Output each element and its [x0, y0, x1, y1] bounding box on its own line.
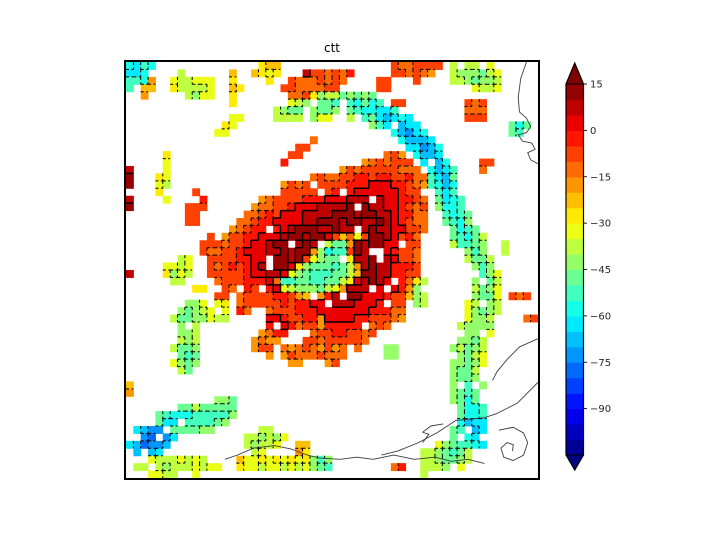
colorbar-band: [566, 377, 584, 394]
axes-frame: [124, 60, 540, 480]
colorbar-band: [566, 207, 584, 224]
colorbar-band: [566, 346, 584, 363]
colorbar-band: [566, 284, 584, 302]
colorbar-band: [566, 439, 584, 456]
colorbar-extend-min-arrow: [566, 455, 584, 470]
colorbar-band: [566, 300, 584, 317]
colorbar-band: [566, 238, 584, 255]
colorbar: 15 0 −15 −30 −45 −60 −75 −90: [565, 61, 611, 472]
colorbar-tick-label: −90: [590, 404, 611, 415]
colorbar-band: [566, 114, 584, 131]
colorbar-tick-label: −30: [590, 219, 611, 230]
colorbar-tick-label: −75: [590, 358, 611, 369]
colorbar-band: [566, 254, 584, 271]
colorbar-band: [566, 393, 584, 410]
colorbar-band: [566, 130, 584, 147]
colorbar-band: [566, 176, 584, 193]
colorbar-band: [566, 84, 584, 101]
colorbar-tick-label: −60: [590, 311, 611, 322]
colorbar-tick-label: 0: [590, 126, 596, 137]
colorbar-band: [566, 269, 584, 286]
colorbar-band: [566, 223, 584, 240]
colorbar-band: [566, 424, 584, 441]
colorbar-band: [566, 192, 584, 209]
colorbar-band: [566, 331, 584, 348]
colorbar-tick-label: −15: [590, 172, 611, 183]
colorbar-band: [566, 99, 584, 116]
colorbar-band: [566, 362, 584, 379]
colorbar-band: [566, 161, 584, 178]
colorbar-extend-max-arrow: [566, 63, 584, 84]
colorbar-band: [566, 315, 584, 332]
colorbar-band: [566, 145, 584, 162]
colorbar-band: [566, 408, 584, 425]
colorbar-tick-label: 15: [590, 80, 603, 91]
contour-plot-canvas: [126, 62, 538, 478]
colorbar-tick-label: −45: [590, 265, 611, 276]
plot-title: ctt: [323, 41, 340, 55]
